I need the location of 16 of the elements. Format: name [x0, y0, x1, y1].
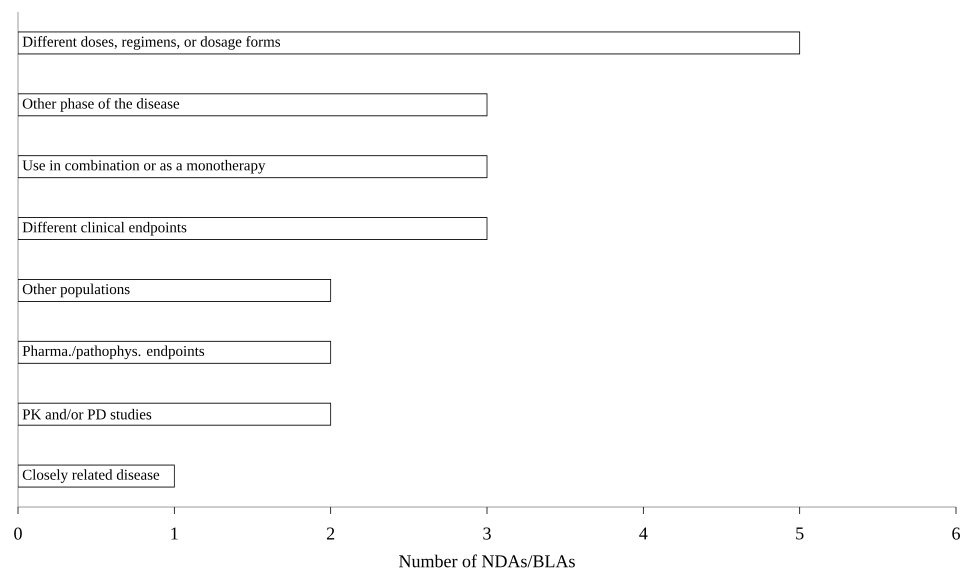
y-tick-label: PK and/or PD studies	[22, 408, 152, 420]
y-tick-label: Different clinical endpoints	[22, 222, 186, 236]
x-tick-label: 6	[952, 528, 960, 540]
x-tick-label: 1	[171, 528, 178, 540]
y-tick-label: Other phase of the disease	[22, 98, 180, 112]
y-tick-label: Different doses, regimens, or dosage forms	[22, 36, 280, 50]
y-tick-label: Pharma./pathophys. endpoints	[22, 346, 204, 360]
x-tick-label: 4	[639, 528, 648, 540]
y-tick-label: Other populations	[22, 284, 130, 298]
x-tick-label: 3	[483, 528, 491, 540]
x-tick-label: 5	[796, 528, 804, 540]
x-tick-label: 2	[326, 528, 334, 540]
y-tick-label: Use in combination or as a monotherapy	[22, 160, 266, 174]
y-tick-label: Closely related disease	[22, 469, 160, 483]
x-tick-label: 0	[14, 528, 22, 540]
x-axis-title: Number of NDAs/BLAs	[399, 554, 575, 568]
